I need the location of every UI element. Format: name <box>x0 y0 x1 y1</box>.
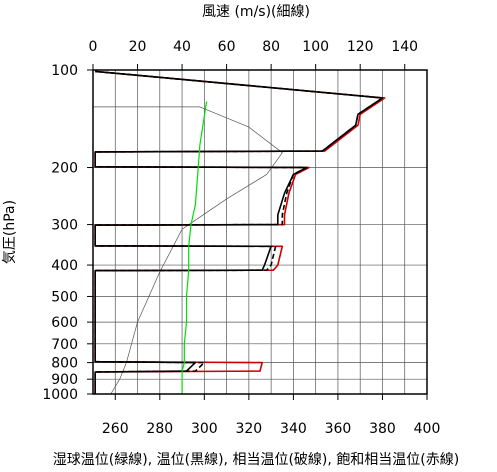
bottom-axis-title: 湿球温位(緑線), 温位(黒線), 相当温位(破線), 飽和相当温位(赤線) <box>53 451 459 468</box>
bottom-tick-320: 320 <box>235 421 262 437</box>
pressure-tick-400: 400 <box>51 258 78 274</box>
top-tick-140: 140 <box>391 39 418 55</box>
bottom-tick-380: 380 <box>369 421 396 437</box>
top-tick-0: 0 <box>89 39 98 55</box>
series-line-wind-speed <box>93 106 283 395</box>
top-tick-60: 60 <box>218 39 236 55</box>
series-group <box>93 70 386 395</box>
pressure-tick-200: 200 <box>51 161 78 177</box>
series-line-theta <box>94 70 384 394</box>
grid <box>87 64 428 400</box>
pressure-tick-1000: 1000 <box>42 387 78 403</box>
bottom-tick-400: 400 <box>414 421 441 437</box>
bottom-tick-340: 340 <box>280 421 307 437</box>
top-axis-title: 風速 (m/s)(細線) <box>202 4 310 20</box>
pressure-tick-600: 600 <box>51 315 78 331</box>
bottom-tick-260: 260 <box>102 421 129 437</box>
pressure-tick-300: 300 <box>51 218 78 234</box>
pressure-tick-100: 100 <box>51 63 78 79</box>
top-tick-20: 20 <box>129 39 147 55</box>
bottom-tick-360: 360 <box>325 421 352 437</box>
top-tick-80: 80 <box>262 39 280 55</box>
bottom-tick-300: 300 <box>191 421 218 437</box>
bottom-tick-280: 280 <box>146 421 173 437</box>
y-axis-title: 気圧(hPa) <box>2 200 18 264</box>
pressure-tick-900: 900 <box>51 372 78 388</box>
pressure-tick-500: 500 <box>51 289 78 305</box>
bottom-axis-tick-labels: 260 280 300 320 340 360 380 400 <box>102 421 440 437</box>
top-axis-tick-labels: 0 20 40 60 80 100 120 140 <box>89 39 419 55</box>
top-tick-100: 100 <box>302 39 329 55</box>
plot-frame <box>92 69 428 395</box>
series-line-theta-e <box>94 70 384 394</box>
top-tick-40: 40 <box>173 39 191 55</box>
top-tick-120: 120 <box>347 39 374 55</box>
series-line-theta-es <box>94 70 386 394</box>
series-line-wet-bulb <box>181 101 208 394</box>
pressure-tick-700: 700 <box>51 337 78 353</box>
pressure-tick-800: 800 <box>51 356 78 372</box>
